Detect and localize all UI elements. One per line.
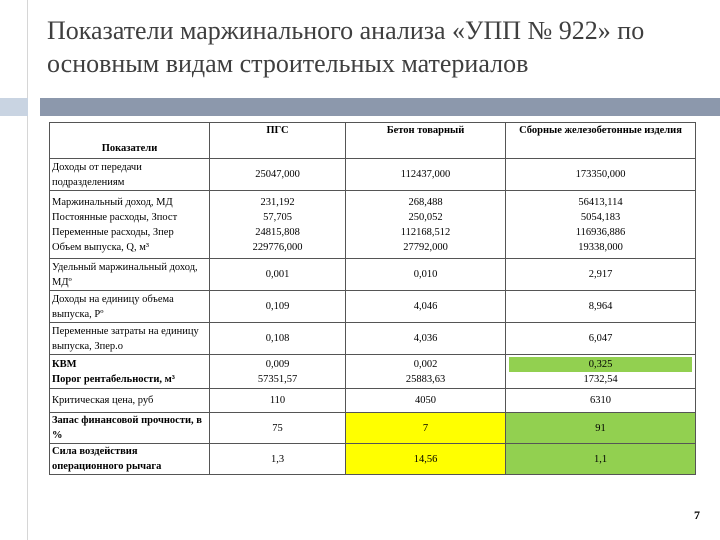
header-concrete: Бетон товарный	[345, 122, 506, 159]
cell-pgs-group: 231,192 57,705 24815,808 229776,000	[209, 190, 346, 259]
cell-pgs: 110	[209, 388, 346, 413]
table-row: Переменные затраты на единицу выпуска, З…	[49, 322, 696, 355]
page-number: 7	[694, 508, 700, 522]
cell-concrete: 14,56	[345, 443, 506, 475]
cell-pgs: 0,108	[209, 322, 346, 355]
row-label: Постоянные расходы, Зпост	[52, 211, 178, 223]
cell-rc: 91	[505, 412, 696, 444]
header-row: Показатели ПГС Бетон товарный Сборные же…	[49, 122, 696, 159]
cell-rc: 2,917	[505, 258, 696, 291]
cell-concrete: 0,010	[345, 258, 506, 291]
row-label: Порог рентабельности, м³	[52, 373, 175, 385]
row-label: Критическая цена, руб	[49, 388, 210, 413]
row-label: Доходы от передачи подразделениям	[49, 158, 210, 191]
margin-analysis-table: Показатели ПГС Бетон товарный Сборные же…	[49, 122, 696, 475]
cell-value: 1732,54	[583, 373, 618, 385]
cell-rc: 6310	[505, 388, 696, 413]
cell-value: 57,705	[263, 211, 292, 223]
cell-rc: 173350,000	[505, 158, 696, 191]
header-indicators: Показатели	[49, 122, 210, 159]
table-row: Удельный маржинальный доход, МДº 0,001 0…	[49, 258, 696, 291]
table-row: Сила воздействия операционного рычага 1,…	[49, 443, 696, 475]
table-row: Доходы на единицу объема выпуска, Рº 0,1…	[49, 290, 696, 323]
row-label: Запас финансовой прочности, в %	[49, 412, 210, 444]
cell-value: 19338,000	[578, 241, 623, 253]
cell-value: 57351,57	[257, 373, 298, 385]
table-row: Маржинальный доход, МД Постоянные расход…	[49, 190, 696, 259]
row-label-group: Маржинальный доход, МД Постоянные расход…	[49, 190, 210, 259]
table-row: Доходы от передачи подразделениям 25047,…	[49, 158, 696, 191]
cell-value: 250,052	[408, 211, 443, 223]
row-label: Переменные расходы, Зпер	[52, 226, 174, 238]
header-pgs: ПГС	[209, 122, 346, 159]
cell-pgs: 25047,000	[209, 158, 346, 191]
header-rc-products: Сборные железобетонные изделия	[505, 122, 696, 159]
cell-rc: 1,1	[505, 443, 696, 475]
title-bar-band	[40, 98, 720, 116]
left-rule	[27, 0, 28, 540]
row-label: Доходы на единицу объема выпуска, Рº	[49, 290, 210, 323]
table-row: КВМ Порог рентабельности, м³ 0,009 57351…	[49, 354, 696, 389]
cell-concrete-group: 0,002 25883,63	[345, 354, 506, 389]
cell-pgs: 0,001	[209, 258, 346, 291]
cell-value: 231,192	[260, 196, 295, 208]
cell-value: 27792,000	[403, 241, 448, 253]
row-label: Сила воздействия операционного рычага	[49, 443, 210, 475]
table-row: Запас финансовой прочности, в % 75 7 91	[49, 412, 696, 444]
cell-pgs: 1,3	[209, 443, 346, 475]
cell-concrete-group: 268,488 250,052 112168,512 27792,000	[345, 190, 506, 259]
cell-rc-group: 56413,114 5054,183 116936,886 19338,000	[505, 190, 696, 259]
cell-concrete: 7	[345, 412, 506, 444]
cell-rc: 6,047	[505, 322, 696, 355]
cell-concrete: 4,046	[345, 290, 506, 323]
row-label: КВМ	[52, 358, 77, 370]
cell-pgs: 0,109	[209, 290, 346, 323]
cell-value: 25883,63	[405, 373, 446, 385]
cell-value: 112168,512	[400, 226, 451, 238]
row-label: Объем выпуска, Q, м³	[52, 241, 150, 253]
cell-value: 0,002	[413, 358, 438, 370]
cell-value-highlight: 0,325	[509, 356, 692, 372]
table-row: Критическая цена, руб 110 4050 6310	[49, 388, 696, 413]
title-bar-square	[0, 98, 28, 116]
cell-value: 229776,000	[252, 241, 303, 253]
cell-concrete: 112437,000	[345, 158, 506, 191]
row-label-group: КВМ Порог рентабельности, м³	[49, 354, 210, 389]
title-underline-bar	[0, 98, 720, 116]
row-label: Удельный маржинальный доход, МДº	[49, 258, 210, 291]
cell-rc: 8,964	[505, 290, 696, 323]
cell-pgs: 75	[209, 412, 346, 444]
cell-value: 56413,114	[578, 196, 623, 208]
cell-pgs-group: 0,009 57351,57	[209, 354, 346, 389]
page-title: Показатели маржинального анализа «УПП № …	[47, 16, 645, 78]
cell-value: 268,488	[408, 196, 443, 208]
cell-rc-group: 0,325 1732,54	[505, 354, 696, 389]
cell-value: 0,009	[265, 358, 290, 370]
row-label: Маржинальный доход, МД	[52, 196, 173, 208]
cell-concrete: 4,036	[345, 322, 506, 355]
row-label: Переменные затраты на единицу выпуска, З…	[49, 322, 210, 355]
cell-value: 24815,808	[255, 226, 300, 238]
cell-value: 116936,886	[575, 226, 626, 238]
cell-value: 5054,183	[580, 211, 621, 223]
cell-concrete: 4050	[345, 388, 506, 413]
